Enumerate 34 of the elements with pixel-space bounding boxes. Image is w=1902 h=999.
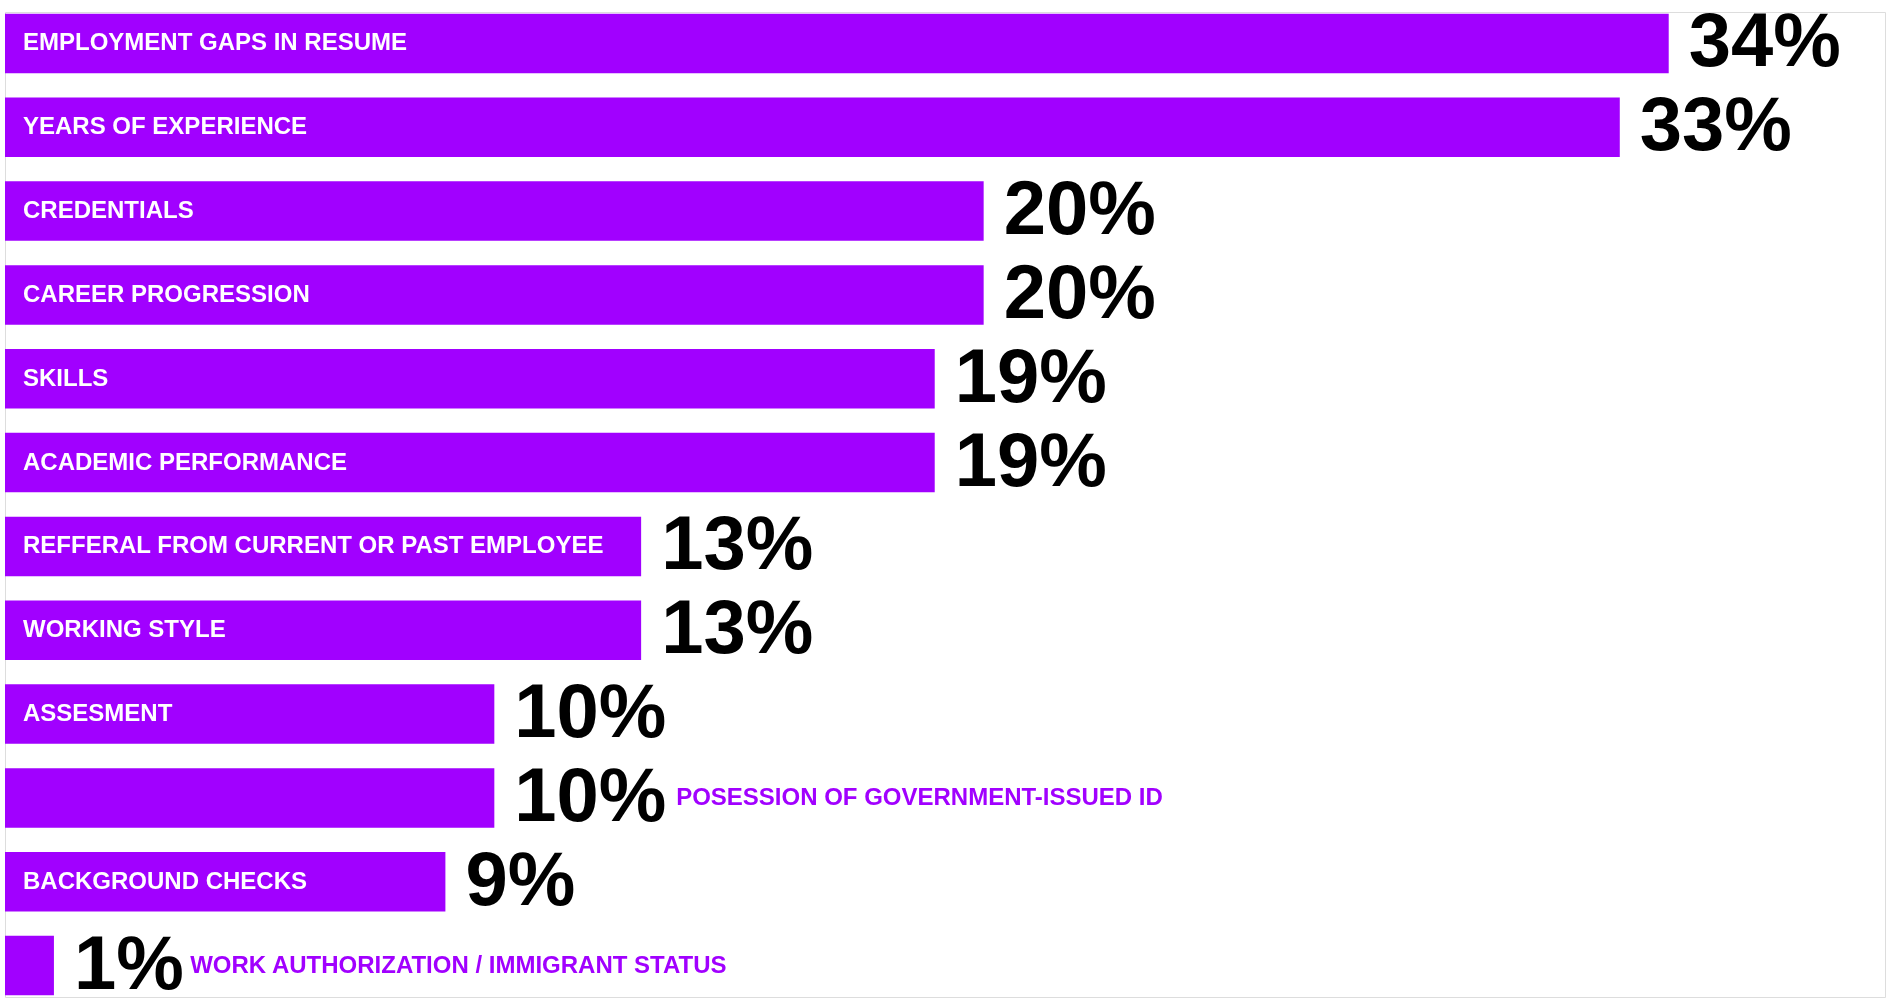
data-label: 13% xyxy=(661,500,814,586)
y-tick-label: ASSESMENT xyxy=(23,699,173,727)
data-label: 34% xyxy=(1688,0,1841,83)
y-tick-label: YEARS OF EXPERIENCE xyxy=(23,112,308,140)
bar xyxy=(5,349,935,409)
y-tick-label: BACKGROUND CHECKS xyxy=(23,866,308,894)
bar xyxy=(5,935,54,996)
y-tick-label: WORK AUTHORIZATION / IMMIGRANT STATUS xyxy=(190,950,727,978)
data-label: 1% xyxy=(73,919,184,999)
bar xyxy=(5,432,935,493)
bar xyxy=(5,768,495,828)
data-label: 33% xyxy=(1639,81,1792,167)
bar xyxy=(5,181,984,241)
y-tick-label: CAREER PROGRESSION xyxy=(23,279,310,307)
bar xyxy=(5,13,1669,74)
y-tick-label: ACADEMIC PERFORMANCE xyxy=(23,447,347,475)
data-label: 20% xyxy=(1003,165,1156,251)
data-label: 10% xyxy=(514,668,667,754)
data-label: 19% xyxy=(954,416,1107,502)
bar xyxy=(5,265,984,325)
bar xyxy=(5,600,642,660)
y-tick-label: EMPLOYMENT GAPS IN RESUME xyxy=(23,28,408,56)
data-label: 13% xyxy=(661,584,814,670)
y-tick-label: CREDENTIALS xyxy=(23,196,194,224)
bar xyxy=(5,97,1620,158)
data-label: 9% xyxy=(465,835,576,921)
data-label: 19% xyxy=(954,332,1107,418)
bar xyxy=(5,684,495,744)
y-tick-label: SKILLS xyxy=(23,363,109,391)
y-tick-label: WORKING STYLE xyxy=(23,615,226,643)
data-label: 10% xyxy=(514,751,667,837)
data-label: 20% xyxy=(1003,248,1156,334)
y-tick-label: REFFERAL FROM CURRENT OR PAST EMPLOYEE xyxy=(23,531,604,559)
y-tick-label: POSESSION OF GOVERNMENT-ISSUED ID xyxy=(676,782,1163,810)
